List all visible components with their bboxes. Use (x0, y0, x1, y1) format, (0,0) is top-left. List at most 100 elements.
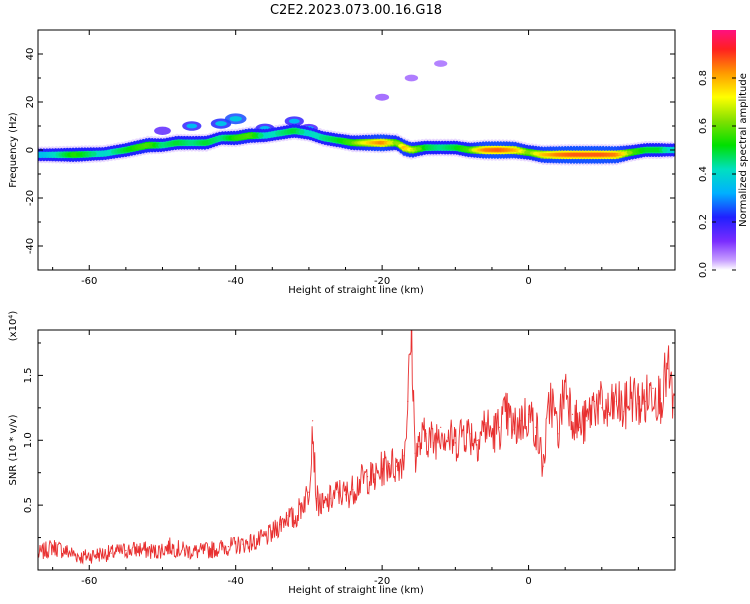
spectrogram-y-tick-label: -20 (25, 190, 36, 206)
snr-point (414, 452, 416, 454)
spectrogram-ridge-cell (90, 151, 97, 157)
spectrogram-upper-blob-core (229, 116, 242, 122)
colorbar-tick-label: 0.8 (698, 70, 709, 86)
snr-point (312, 420, 314, 422)
spectrogram-ridge-cell (626, 151, 633, 155)
snr-point (484, 424, 486, 426)
snr-point (637, 403, 640, 405)
snr-point (440, 426, 442, 428)
snr-ticks: -60 -40 -20 0 0.5 1.0 1.5 (23, 330, 675, 587)
snr-x-tick-label: 0 (525, 576, 531, 587)
snr-point (630, 394, 632, 396)
colorbar-tick-label: 0.0 (698, 262, 709, 278)
spectrogram-upper-blob-core (215, 121, 227, 127)
snr-point (557, 433, 559, 435)
snr-point (242, 543, 244, 545)
snr-plot-area (38, 330, 675, 570)
snr-point (447, 437, 449, 439)
spectrogram-ridge-cell (661, 147, 668, 153)
snr-x-tick-label: -60 (81, 576, 97, 587)
spectrogram-ridge-cell (415, 147, 422, 151)
spectrogram-x-tick-label: -60 (81, 276, 97, 287)
snr-point (96, 553, 98, 556)
snr-point (198, 551, 200, 553)
spectrogram-upper-blob (154, 126, 171, 135)
spectrogram-upper-blob (404, 74, 419, 82)
spectrogram-x-axis-label: Height of straight line (km) (288, 285, 424, 296)
snr-point (183, 549, 185, 552)
snr-point (293, 520, 295, 522)
colorbar-tick-label: 0.6 (698, 118, 709, 134)
snr-point (213, 548, 215, 550)
spectrogram-upper-blob-core (288, 118, 300, 124)
snr-point (227, 546, 229, 548)
snr-point (462, 429, 464, 431)
spectrogram-panel: -60 -40 -20 0 40 20 0 -20 -40 Height of straight… (8, 29, 676, 296)
snr-point (454, 442, 456, 444)
colorbar-gradient (712, 30, 736, 270)
spectrogram-ticks: -60 -40 -20 0 40 20 0 -20 -40 (25, 30, 675, 287)
spectrogram-upper-blob (434, 60, 448, 67)
snr-point (549, 394, 552, 396)
snr-point (301, 504, 303, 506)
snr-y-tick-label: 1.5 (23, 367, 34, 383)
figure-title: C2E2.2023.073.00.16.G18 (270, 3, 442, 18)
snr-point (81, 556, 83, 558)
snr-point (593, 400, 596, 402)
snr-point (366, 476, 369, 478)
snr-point (535, 426, 537, 428)
snr-point (623, 411, 625, 413)
snr-point (352, 489, 354, 491)
snr-point (469, 433, 471, 435)
colorbar-tick-label: 0.2 (698, 214, 709, 230)
snr-point (359, 481, 361, 483)
spectrogram-ridge-cell (257, 133, 264, 138)
snr-point (110, 552, 112, 554)
snr-point (520, 420, 522, 422)
spectrogram-y-tick-label: -40 (25, 238, 36, 254)
snr-point (476, 439, 478, 441)
snr-point (271, 533, 273, 535)
snr-point (154, 551, 156, 553)
snr-point (330, 498, 332, 500)
snr-point (388, 463, 390, 465)
snr-point (396, 465, 398, 467)
snr-point (418, 446, 420, 448)
spectrogram-y-tick-label: 20 (25, 96, 36, 109)
spectrogram-x-tick-label: -20 (374, 276, 390, 287)
snr-point (571, 413, 574, 415)
snr-point (374, 478, 376, 480)
spectrogram-y-axis-label: Frequency (Hz) (8, 112, 19, 188)
snr-point (667, 368, 669, 370)
snr-y-axis-label: SNR (10 * v/v) (8, 414, 19, 485)
colorbar-ticks: 0.0 0.2 0.4 0.6 0.8 (698, 70, 736, 278)
snr-point (659, 398, 662, 400)
snr-point (344, 494, 347, 496)
snr-point (586, 420, 588, 422)
spectrogram-x-tick-label: 0 (525, 276, 531, 287)
snr-point (169, 546, 171, 548)
snr-point (542, 465, 544, 467)
colorbar: 0.0 0.2 0.4 0.6 0.8 Normalized spectral ampl… (698, 30, 749, 278)
snr-point (579, 426, 581, 428)
snr-point (513, 429, 515, 431)
colorbar-label: Normalized spectral amplitude (738, 73, 749, 227)
snr-panel: -60 -40 -20 0 0.5 1.0 1.5 Height of straight l… (8, 311, 676, 596)
snr-point (286, 514, 288, 517)
snr-y-tick-label: 1.0 (23, 432, 34, 448)
spectrogram-y-tick-label: 40 (25, 48, 36, 61)
snr-frame (37, 329, 676, 571)
spectrogram-upper-blob-core (186, 123, 198, 129)
snr-point (608, 413, 610, 415)
snr-point (652, 387, 654, 389)
colorbar-tick-label: 0.4 (698, 166, 709, 182)
snr-point (52, 546, 54, 548)
snr-line-layer (38, 330, 675, 565)
snr-x-tick-label: -20 (374, 576, 390, 587)
snr-point (528, 413, 530, 415)
snr-point (506, 413, 508, 415)
snr-point (66, 551, 68, 553)
snr-scale-label: (x10⁴) (8, 311, 19, 342)
